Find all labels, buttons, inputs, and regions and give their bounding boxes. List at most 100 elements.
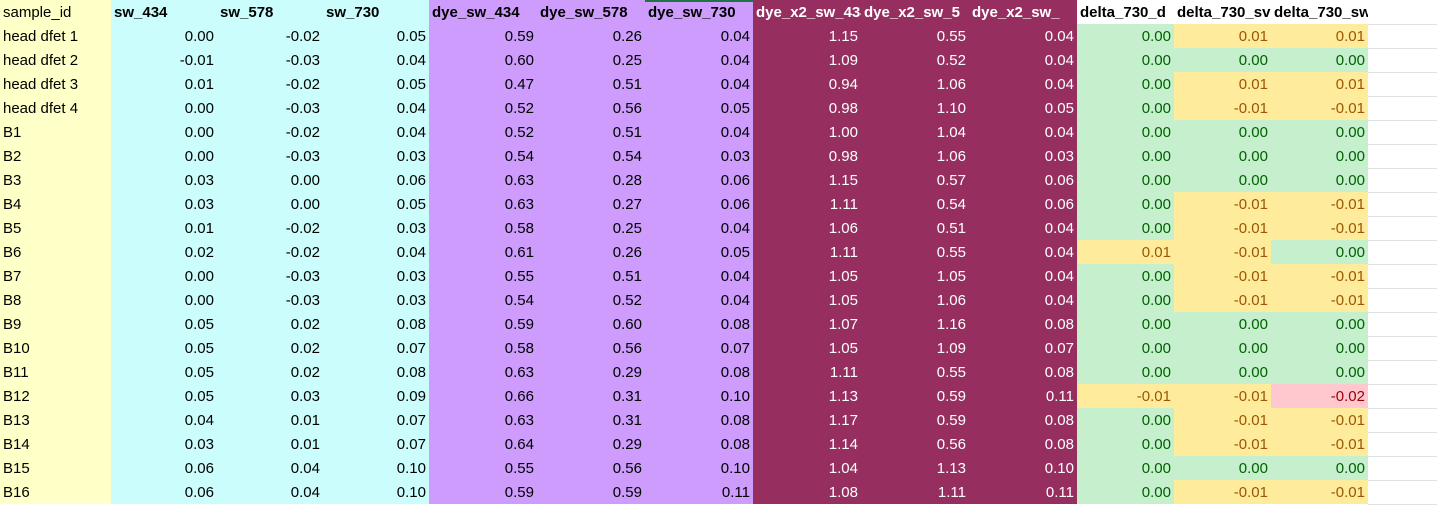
cell-dye-x2-sw-578[interactable]: 1.16 [861, 312, 969, 336]
cell-sw-434[interactable]: 0.05 [111, 384, 217, 408]
cell-dye-x2-sw-730[interactable]: 0.08 [969, 432, 1077, 456]
cell-delta-730-sw-dye[interactable]: 0.00 [1174, 360, 1271, 384]
cell-dye-sw-730[interactable]: 0.05 [645, 96, 753, 120]
cell-sw-730[interactable]: 0.04 [323, 240, 429, 264]
empty-cell[interactable] [1368, 312, 1437, 337]
empty-cell[interactable] [1368, 24, 1437, 49]
cell-sw-730[interactable]: 0.08 [323, 360, 429, 384]
column-header-dye-x2-sw-578[interactable]: dye_x2_sw_5 [861, 0, 969, 24]
cell-sw-730[interactable]: 0.07 [323, 336, 429, 360]
cell-sw-730[interactable]: 0.10 [323, 480, 429, 504]
cell-dye-sw-434[interactable]: 0.63 [429, 360, 537, 384]
cell-dye-sw-578[interactable]: 0.25 [537, 48, 645, 72]
sample-id-cell[interactable]: B9 [0, 312, 111, 336]
cell-dye-sw-578[interactable]: 0.31 [537, 384, 645, 408]
cell-dye-x2-sw-578[interactable]: 1.09 [861, 336, 969, 360]
cell-dye-sw-434[interactable]: 0.55 [429, 456, 537, 480]
cell-sw-730[interactable]: 0.10 [323, 456, 429, 480]
cell-sw-578[interactable]: -0.03 [217, 288, 323, 312]
cell-delta-730-sw-dye-2[interactable]: 0.00 [1271, 336, 1368, 360]
sample-id-cell[interactable]: B13 [0, 408, 111, 432]
cell-delta-730-dye[interactable]: 0.00 [1077, 120, 1174, 144]
cell-dye-x2-sw-578[interactable]: 1.13 [861, 456, 969, 480]
cell-dye-sw-730[interactable]: 0.04 [645, 264, 753, 288]
empty-cell[interactable] [1368, 480, 1437, 505]
cell-sw-434[interactable]: 0.02 [111, 240, 217, 264]
cell-delta-730-dye[interactable]: 0.00 [1077, 96, 1174, 120]
column-header-sw-730[interactable]: sw_730 [323, 0, 429, 24]
cell-dye-sw-434[interactable]: 0.54 [429, 144, 537, 168]
empty-cell[interactable] [1368, 336, 1437, 361]
cell-dye-x2-sw-434[interactable]: 0.98 [753, 144, 861, 168]
empty-cell[interactable] [1368, 120, 1437, 145]
cell-delta-730-dye[interactable]: 0.00 [1077, 432, 1174, 456]
cell-dye-sw-434[interactable]: 0.63 [429, 192, 537, 216]
empty-cell[interactable] [1368, 240, 1437, 265]
cell-dye-sw-578[interactable]: 0.56 [537, 96, 645, 120]
cell-sw-578[interactable]: 0.00 [217, 168, 323, 192]
cell-dye-sw-578[interactable]: 0.56 [537, 336, 645, 360]
cell-dye-sw-578[interactable]: 0.52 [537, 288, 645, 312]
cell-delta-730-sw-dye-2[interactable]: 0.00 [1271, 456, 1368, 480]
cell-delta-730-dye[interactable]: 0.00 [1077, 264, 1174, 288]
cell-delta-730-sw-dye[interactable]: 0.01 [1174, 72, 1271, 96]
cell-dye-sw-434[interactable]: 0.63 [429, 408, 537, 432]
cell-dye-x2-sw-730[interactable]: 0.04 [969, 264, 1077, 288]
cell-dye-sw-434[interactable]: 0.59 [429, 312, 537, 336]
cell-dye-sw-434[interactable]: 0.52 [429, 120, 537, 144]
cell-dye-x2-sw-434[interactable]: 1.04 [753, 456, 861, 480]
cell-delta-730-sw-dye-2[interactable]: -0.01 [1271, 480, 1368, 504]
column-header-delta-730-sw-dye[interactable]: delta_730_sv [1174, 0, 1271, 24]
cell-dye-sw-730[interactable]: 0.08 [645, 432, 753, 456]
cell-dye-sw-434[interactable]: 0.64 [429, 432, 537, 456]
cell-dye-x2-sw-578[interactable]: 0.52 [861, 48, 969, 72]
cell-dye-sw-434[interactable]: 0.60 [429, 48, 537, 72]
cell-delta-730-dye[interactable]: 0.00 [1077, 360, 1174, 384]
cell-sw-434[interactable]: 0.00 [111, 96, 217, 120]
cell-sw-434[interactable]: -0.01 [111, 48, 217, 72]
cell-sw-730[interactable]: 0.03 [323, 216, 429, 240]
cell-sw-434[interactable]: 0.01 [111, 216, 217, 240]
cell-sw-730[interactable]: 0.07 [323, 432, 429, 456]
cell-sw-434[interactable]: 0.00 [111, 264, 217, 288]
cell-delta-730-sw-dye[interactable]: -0.01 [1174, 96, 1271, 120]
cell-dye-sw-730[interactable]: 0.06 [645, 192, 753, 216]
cell-sw-434[interactable]: 0.00 [111, 288, 217, 312]
cell-delta-730-dye[interactable]: 0.00 [1077, 336, 1174, 360]
cell-dye-sw-730[interactable]: 0.06 [645, 168, 753, 192]
cell-sw-578[interactable]: 0.02 [217, 336, 323, 360]
cell-dye-sw-434[interactable]: 0.59 [429, 24, 537, 48]
cell-delta-730-sw-dye-2[interactable]: -0.01 [1271, 264, 1368, 288]
cell-sw-730[interactable]: 0.09 [323, 384, 429, 408]
column-header-dye-sw-730[interactable]: dye_sw_730 [645, 0, 753, 24]
cell-dye-sw-730[interactable]: 0.11 [645, 480, 753, 504]
cell-sw-578[interactable]: -0.03 [217, 144, 323, 168]
cell-dye-sw-578[interactable]: 0.29 [537, 432, 645, 456]
cell-sw-730[interactable]: 0.03 [323, 264, 429, 288]
cell-sw-578[interactable]: -0.02 [217, 24, 323, 48]
cell-sw-730[interactable]: 0.03 [323, 144, 429, 168]
sample-id-cell[interactable]: head dfet 2 [0, 48, 111, 72]
cell-delta-730-dye[interactable]: 0.00 [1077, 48, 1174, 72]
cell-delta-730-sw-dye-2[interactable]: -0.01 [1271, 192, 1368, 216]
cell-dye-x2-sw-578[interactable]: 1.04 [861, 120, 969, 144]
cell-sw-578[interactable]: 0.03 [217, 384, 323, 408]
cell-dye-x2-sw-730[interactable]: 0.04 [969, 240, 1077, 264]
cell-dye-x2-sw-434[interactable]: 0.98 [753, 96, 861, 120]
cell-sw-434[interactable]: 0.05 [111, 336, 217, 360]
empty-cell[interactable] [1368, 288, 1437, 313]
cell-dye-x2-sw-730[interactable]: 0.04 [969, 288, 1077, 312]
cell-delta-730-dye[interactable]: 0.00 [1077, 144, 1174, 168]
cell-sw-578[interactable]: 0.00 [217, 192, 323, 216]
cell-dye-x2-sw-434[interactable]: 1.09 [753, 48, 861, 72]
cell-delta-730-sw-dye[interactable]: 0.00 [1174, 144, 1271, 168]
cell-dye-sw-578[interactable]: 0.54 [537, 144, 645, 168]
cell-dye-sw-578[interactable]: 0.60 [537, 312, 645, 336]
cell-delta-730-dye[interactable]: 0.00 [1077, 168, 1174, 192]
cell-dye-x2-sw-578[interactable]: 0.56 [861, 432, 969, 456]
cell-sw-434[interactable]: 0.00 [111, 120, 217, 144]
cell-delta-730-sw-dye-2[interactable]: -0.01 [1271, 96, 1368, 120]
cell-delta-730-sw-dye[interactable]: 0.00 [1174, 120, 1271, 144]
sample-id-cell[interactable]: B1 [0, 120, 111, 144]
cell-dye-x2-sw-578[interactable]: 1.10 [861, 96, 969, 120]
